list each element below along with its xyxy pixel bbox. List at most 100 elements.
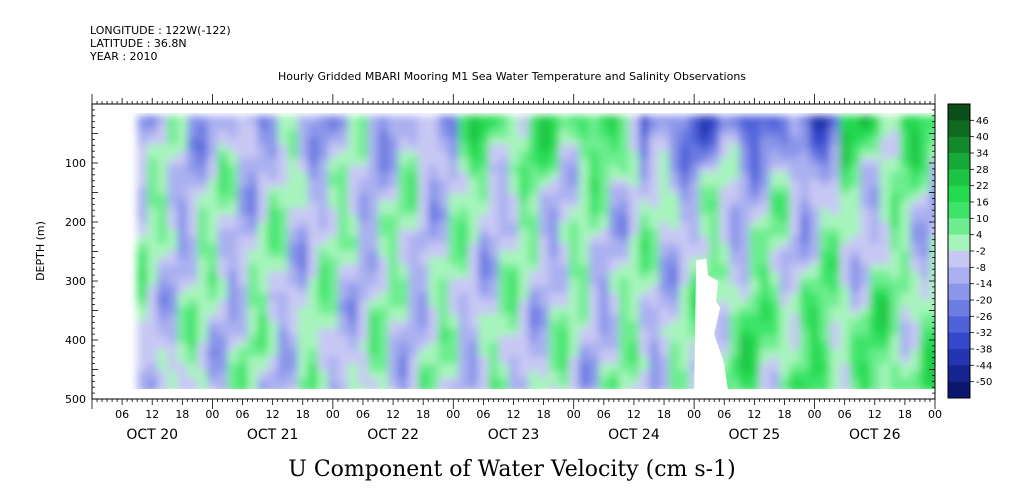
heatmap-cell (859, 158, 871, 166)
heatmap-cell (849, 214, 861, 223)
heatmap-cell (789, 299, 801, 308)
heatmap-cell (548, 321, 560, 329)
heatmap-cell (508, 349, 520, 358)
heatmap-cell (157, 384, 168, 389)
heatmap-cell (357, 278, 369, 287)
heatmap-cell (508, 328, 520, 336)
heatmap-cell (709, 207, 720, 216)
heatmap-cell (899, 144, 911, 152)
heatmap-cell (869, 250, 881, 258)
heatmap-cell (408, 193, 419, 202)
heatmap-cell (237, 137, 249, 145)
heatmap-cell (528, 342, 540, 351)
heatmap-cell (929, 186, 935, 195)
heatmap-cell (237, 186, 249, 195)
heatmap-cell (729, 264, 740, 273)
heatmap-cell (669, 144, 680, 152)
heatmap-cell (699, 193, 710, 202)
heatmap-cell (247, 370, 259, 379)
heatmap-cell (849, 349, 861, 358)
heatmap-cell (608, 299, 620, 308)
heatmap-cell (297, 370, 309, 379)
heatmap-cell (207, 137, 219, 145)
x-hour-tick-label: 18 (537, 408, 551, 421)
heatmap-cell (488, 278, 500, 287)
heatmap-cell (227, 321, 239, 329)
heatmap-cell (418, 285, 429, 294)
heatmap-cell (287, 186, 299, 195)
heatmap-cell (197, 144, 209, 152)
heatmap-cell (187, 158, 198, 166)
heatmap-cell (498, 207, 510, 216)
heatmap-cell (237, 363, 249, 372)
heatmap-cell (347, 285, 359, 294)
heatmap-cell (638, 207, 650, 216)
heatmap-cell (488, 207, 500, 216)
heatmap-cell (327, 370, 339, 379)
heatmap-cell (207, 207, 219, 216)
heatmap-cell (408, 122, 419, 131)
heatmap-cell (759, 214, 771, 223)
heatmap-cell (659, 278, 670, 287)
heatmap-cell (669, 129, 680, 138)
heatmap-cell (167, 158, 178, 166)
heatmap-cell (227, 314, 239, 322)
heatmap-cell (237, 144, 249, 152)
heatmap-cell (257, 356, 269, 365)
heatmap-cell (919, 243, 931, 251)
heatmap-cell (498, 335, 510, 343)
heatmap-cell (899, 243, 911, 251)
heatmap-cell (337, 292, 349, 301)
heatmap-cell (267, 335, 279, 343)
heatmap-cell (468, 342, 479, 351)
heatmap-cell (929, 363, 935, 372)
heatmap-cell (919, 200, 931, 209)
heatmap-cell (919, 363, 931, 372)
heatmap-cell (689, 299, 700, 308)
heatmap-cell (769, 370, 781, 379)
heatmap-cell (699, 122, 710, 131)
heatmap-cell (919, 342, 931, 351)
heatmap-cell (719, 172, 730, 181)
heatmap-cell (297, 193, 309, 202)
heatmap-cell (388, 186, 399, 195)
heatmap-cell (317, 137, 329, 145)
heatmap-cell (789, 335, 801, 343)
heatmap-cell (859, 363, 871, 372)
heatmap-cell (448, 377, 459, 386)
heatmap-cell (859, 328, 871, 336)
heatmap-cell (418, 122, 429, 131)
heatmap-cell (779, 328, 791, 336)
heatmap-cell (297, 129, 309, 138)
heatmap-cell (327, 222, 339, 230)
heatmap-cell (608, 342, 620, 351)
heatmap-cell (739, 342, 750, 351)
axis-ticks (91, 94, 936, 409)
heatmap-cell (398, 271, 409, 280)
heatmap-cell (488, 271, 500, 280)
heatmap-cell (408, 222, 419, 230)
heatmap-cell (438, 285, 449, 294)
heatmap-cell (498, 144, 510, 152)
heatmap-cell (719, 122, 730, 131)
heatmap-cell (337, 236, 349, 244)
heatmap-cell (699, 137, 710, 145)
heatmap-cell (628, 306, 640, 315)
heatmap-cell (317, 335, 329, 343)
heatmap-cell (889, 271, 901, 280)
heatmap-cell (478, 144, 490, 152)
heatmap-cell (578, 363, 590, 372)
heatmap-cell (287, 257, 299, 266)
heatmap-cell (648, 151, 660, 159)
heatmap-cell (137, 122, 148, 131)
heatmap-cell (769, 384, 781, 389)
heatmap-cell (849, 236, 861, 244)
heatmap-cell (628, 314, 640, 322)
heatmap-cell (879, 299, 891, 308)
heatmap-cell (418, 179, 429, 188)
heatmap-cell (679, 264, 690, 273)
heatmap-cell (408, 151, 419, 159)
heatmap-cell (588, 179, 600, 188)
heatmap-cell (829, 271, 841, 280)
heatmap-cell (378, 115, 389, 124)
